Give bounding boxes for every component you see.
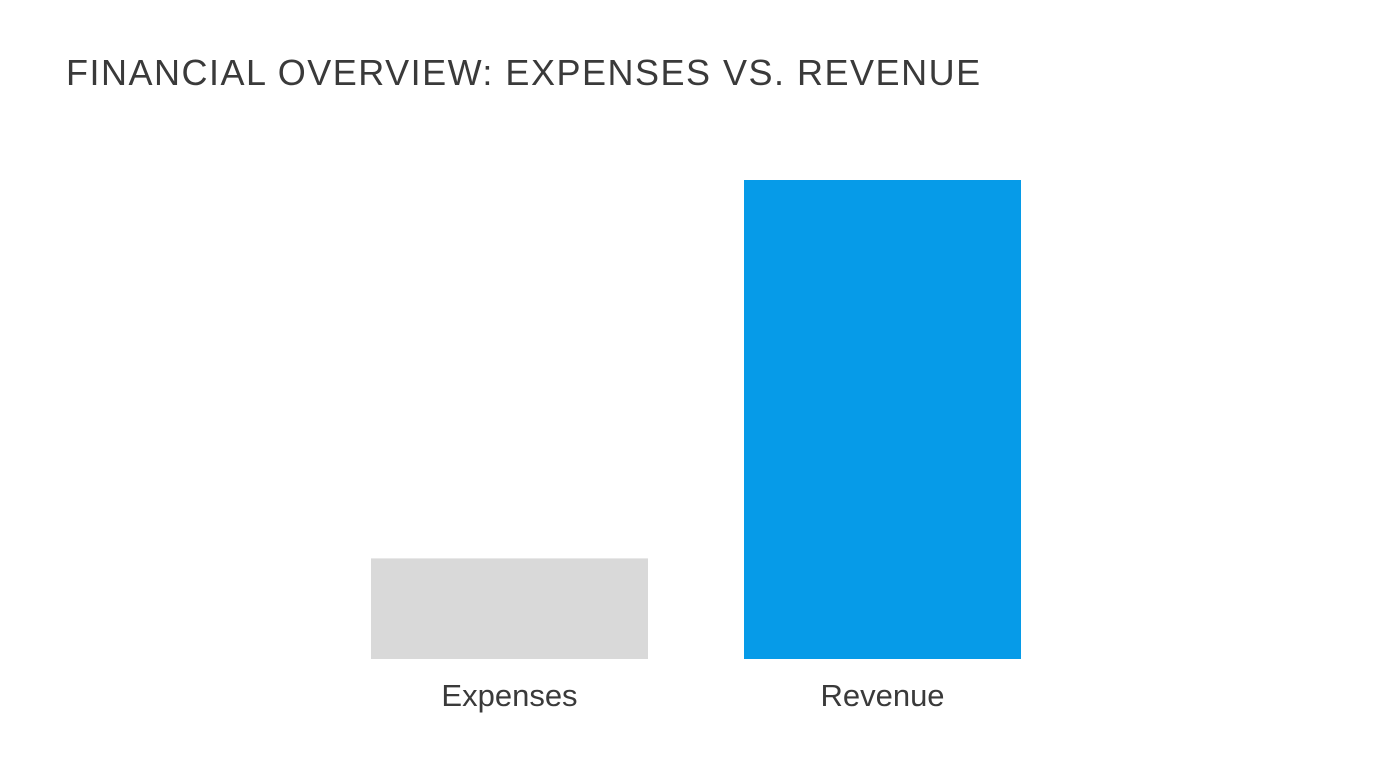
bar-expenses [371, 558, 648, 659]
bars-group [371, 180, 1021, 659]
category-label-revenue: Revenue [820, 678, 944, 713]
category-labels-group: Expenses Revenue [441, 678, 944, 713]
chart-title: FINANCIAL OVERVIEW: EXPENSES VS. REVENUE [66, 52, 982, 93]
category-label-expenses: Expenses [441, 678, 577, 713]
bar-revenue [744, 180, 1021, 659]
